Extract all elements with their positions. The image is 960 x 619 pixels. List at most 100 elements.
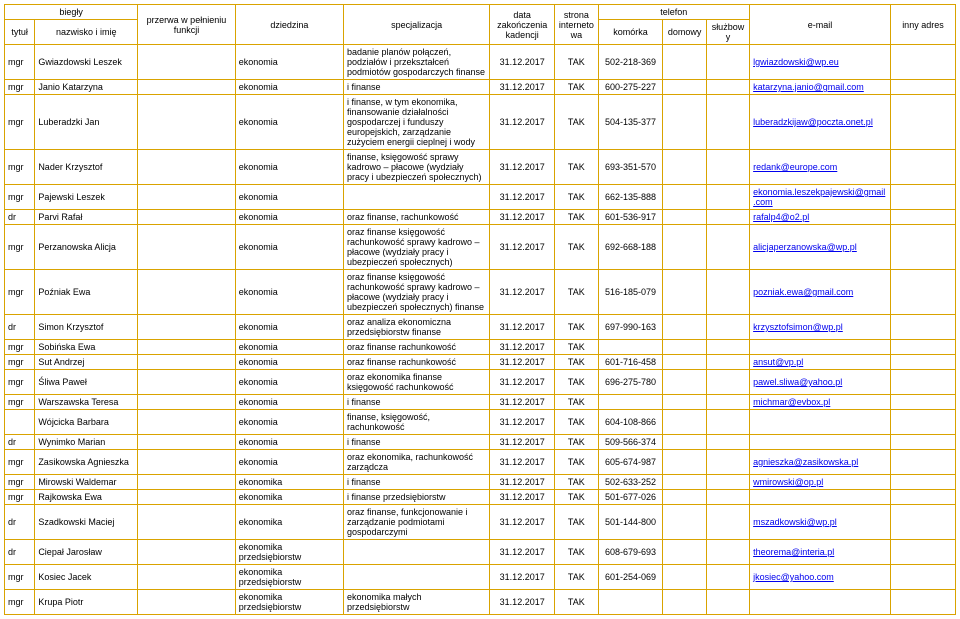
table-cell bbox=[890, 435, 955, 450]
table-row: drWynimko Marianekonomiai finanse31.12.2… bbox=[5, 435, 956, 450]
table-cell bbox=[663, 490, 706, 505]
table-cell bbox=[706, 355, 749, 370]
table-cell: mgr bbox=[5, 450, 35, 475]
table-cell: ekonomia bbox=[235, 435, 343, 450]
email-link[interactable]: ansut@vp.pl bbox=[753, 357, 803, 367]
table-cell bbox=[663, 540, 706, 565]
email-link[interactable]: pawel.sliwa@yahoo.pl bbox=[753, 377, 842, 387]
table-cell bbox=[750, 340, 891, 355]
table-cell: 31.12.2017 bbox=[490, 225, 555, 270]
email-link[interactable]: luberadzkijaw@poczta.onet.pl bbox=[753, 117, 873, 127]
table-cell: mgr bbox=[5, 80, 35, 95]
table-cell: Nader Krzysztof bbox=[35, 150, 138, 185]
table-cell: 509-566-374 bbox=[598, 435, 663, 450]
table-cell bbox=[5, 410, 35, 435]
email-link[interactable]: redank@europe.com bbox=[753, 162, 837, 172]
table-cell: Kosiec Jacek bbox=[35, 565, 138, 590]
col-data: data zakończenia kadencji bbox=[490, 5, 555, 45]
table-cell bbox=[890, 150, 955, 185]
table-cell: ekonomia bbox=[235, 340, 343, 355]
table-cell bbox=[138, 435, 235, 450]
table-cell: mgr bbox=[5, 370, 35, 395]
table-cell bbox=[663, 80, 706, 95]
table-cell bbox=[138, 590, 235, 615]
col-komorka: komórka bbox=[598, 20, 663, 45]
table-row: drSzadkowski Maciejekonomikaoraz finanse… bbox=[5, 505, 956, 540]
table-cell: ekonomia bbox=[235, 370, 343, 395]
table-row: mgrJanio Katarzynaekonomiai finanse31.12… bbox=[5, 80, 956, 95]
table-cell: 502-633-252 bbox=[598, 475, 663, 490]
table-cell: TAK bbox=[555, 370, 598, 395]
table-cell: pozniak.ewa@gmail.com bbox=[750, 270, 891, 315]
table-row: mgrZasikowska Agnieszkaekonomiaoraz ekon… bbox=[5, 450, 956, 475]
table-cell: Ciepał Jarosław bbox=[35, 540, 138, 565]
table-cell: 31.12.2017 bbox=[490, 395, 555, 410]
email-link[interactable]: mszadkowski@wp.pl bbox=[753, 517, 837, 527]
table-cell: 501-144-800 bbox=[598, 505, 663, 540]
table-cell: ekonomia bbox=[235, 395, 343, 410]
email-link[interactable]: ekonomia.leszekpajewski@gmail.com bbox=[753, 187, 885, 207]
table-cell bbox=[138, 565, 235, 590]
col-inny: inny adres bbox=[890, 5, 955, 45]
table-cell: Perzanowska Alicja bbox=[35, 225, 138, 270]
col-tytul: tytuł bbox=[5, 20, 35, 45]
email-link[interactable]: michmar@evbox.pl bbox=[753, 397, 830, 407]
email-link[interactable]: jkosiec@yahoo.com bbox=[753, 572, 834, 582]
email-link[interactable]: krzysztofsimon@wp.pl bbox=[753, 322, 843, 332]
table-cell: TAK bbox=[555, 475, 598, 490]
table-cell bbox=[890, 340, 955, 355]
table-cell bbox=[890, 370, 955, 395]
email-link[interactable]: theorema@interia.pl bbox=[753, 547, 834, 557]
table-cell: oraz finanse księgowość rachunkowość spr… bbox=[343, 270, 489, 315]
table-cell: Szadkowski Maciej bbox=[35, 505, 138, 540]
table-cell bbox=[663, 590, 706, 615]
table-cell: 31.12.2017 bbox=[490, 450, 555, 475]
table-cell: TAK bbox=[555, 210, 598, 225]
table-cell bbox=[890, 565, 955, 590]
table-cell: ekonomia bbox=[235, 210, 343, 225]
table-cell: 516-185-079 bbox=[598, 270, 663, 315]
table-cell: mgr bbox=[5, 225, 35, 270]
table-cell bbox=[890, 315, 955, 340]
email-link[interactable]: rafalp4@o2.pl bbox=[753, 212, 809, 222]
table-cell bbox=[138, 490, 235, 505]
email-link[interactable]: wmirowski@op.pl bbox=[753, 477, 823, 487]
table-cell bbox=[138, 95, 235, 150]
email-link[interactable]: pozniak.ewa@gmail.com bbox=[753, 287, 853, 297]
email-link[interactable]: katarzyna.janio@gmail.com bbox=[753, 82, 864, 92]
table-cell bbox=[663, 95, 706, 150]
email-link[interactable]: lgwiazdowski@wp.eu bbox=[753, 57, 839, 67]
table-row: mgrPajewski Leszekekonomia31.12.2017TAK6… bbox=[5, 185, 956, 210]
table-cell: mgr bbox=[5, 95, 35, 150]
table-cell bbox=[890, 410, 955, 435]
email-link[interactable]: agnieszka@zasikowska.pl bbox=[753, 457, 858, 467]
table-cell bbox=[750, 590, 891, 615]
table-cell: 31.12.2017 bbox=[490, 270, 555, 315]
table-cell: ekonomia bbox=[235, 185, 343, 210]
table-cell bbox=[138, 45, 235, 80]
table-cell: ekonomika bbox=[235, 475, 343, 490]
table-cell bbox=[138, 540, 235, 565]
table-cell bbox=[890, 95, 955, 150]
table-cell bbox=[750, 490, 891, 505]
table-cell: ekonomia bbox=[235, 225, 343, 270]
table-cell: dr bbox=[5, 540, 35, 565]
table-cell bbox=[706, 395, 749, 410]
table-cell: 605-674-987 bbox=[598, 450, 663, 475]
table-cell: ekonomia bbox=[235, 45, 343, 80]
table-cell: ansut@vp.pl bbox=[750, 355, 891, 370]
table-cell: i finanse bbox=[343, 80, 489, 95]
table-cell bbox=[663, 410, 706, 435]
email-link[interactable]: alicjaperzanowska@wp.pl bbox=[753, 242, 857, 252]
table-cell: oraz finanse księgowość rachunkowość spr… bbox=[343, 225, 489, 270]
table-cell: agnieszka@zasikowska.pl bbox=[750, 450, 891, 475]
table-cell: oraz ekonomika, rachunkowość zarządcza bbox=[343, 450, 489, 475]
table-cell bbox=[138, 210, 235, 225]
table-cell: finanse, księgowość, rachunkowość bbox=[343, 410, 489, 435]
table-cell: TAK bbox=[555, 225, 598, 270]
table-cell: mgr bbox=[5, 590, 35, 615]
table-cell bbox=[706, 150, 749, 185]
table-cell: mgr bbox=[5, 185, 35, 210]
table-cell bbox=[138, 355, 235, 370]
table-cell: Zasikowska Agnieszka bbox=[35, 450, 138, 475]
